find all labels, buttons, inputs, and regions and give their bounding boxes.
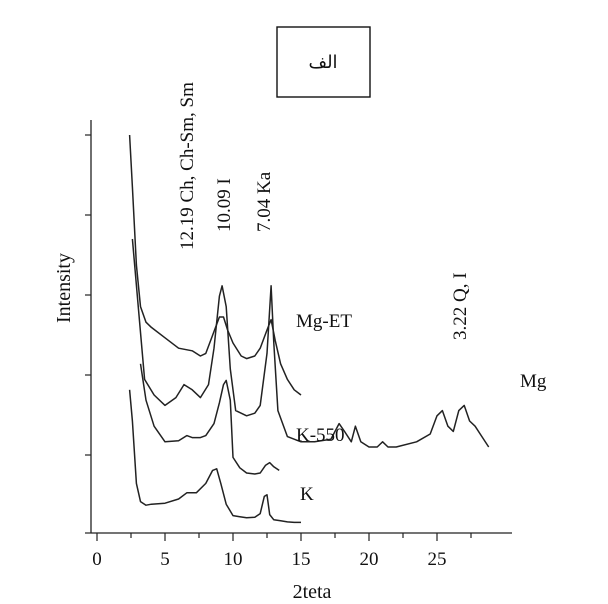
series-label-k: K	[300, 484, 314, 505]
series-trace-mg-et	[128, 134, 302, 396]
series-trace-k	[128, 389, 301, 524]
x-tick-label-0: 0	[92, 549, 102, 570]
x-tick-label-10: 10	[224, 549, 243, 570]
x-ticks	[96, 533, 472, 541]
series-label-mg-et: Mg-ET	[296, 311, 352, 332]
y-axis-label: Intensity	[53, 253, 75, 323]
x-tick-labels: 0 5 10 15 20 25	[92, 549, 446, 570]
chart-title: الف	[308, 52, 337, 73]
x-tick-label-15: 15	[292, 549, 311, 570]
x-tick-label-5: 5	[160, 549, 170, 570]
x-axis-label: 2teta	[293, 581, 332, 603]
series-trace-mg	[131, 238, 490, 448]
series-labels: K K-550 Mg Mg-ET	[296, 311, 547, 505]
y-ticks	[85, 134, 91, 534]
series-label-mg: Mg	[520, 371, 547, 392]
peak-label-2: 7.04 Ka	[254, 171, 275, 232]
series-traces	[128, 134, 490, 524]
x-tick-label-20: 20	[360, 549, 379, 570]
chart-title-box	[276, 26, 371, 98]
series-label-k-550: K-550	[296, 425, 345, 446]
peak-label-3: 3.22 Q, I	[450, 272, 471, 340]
peak-labels: 12.19 Ch, Ch-Sm, Sm 10.09 I 7.04 Ka 3.22 Q,…	[177, 82, 471, 340]
series-trace-k-550	[139, 363, 280, 475]
peak-label-0: 12.19 Ch, Ch-Sm, Sm	[177, 82, 198, 250]
peak-label-1: 10.09 I	[214, 178, 235, 232]
x-tick-label-25: 25	[428, 549, 447, 570]
